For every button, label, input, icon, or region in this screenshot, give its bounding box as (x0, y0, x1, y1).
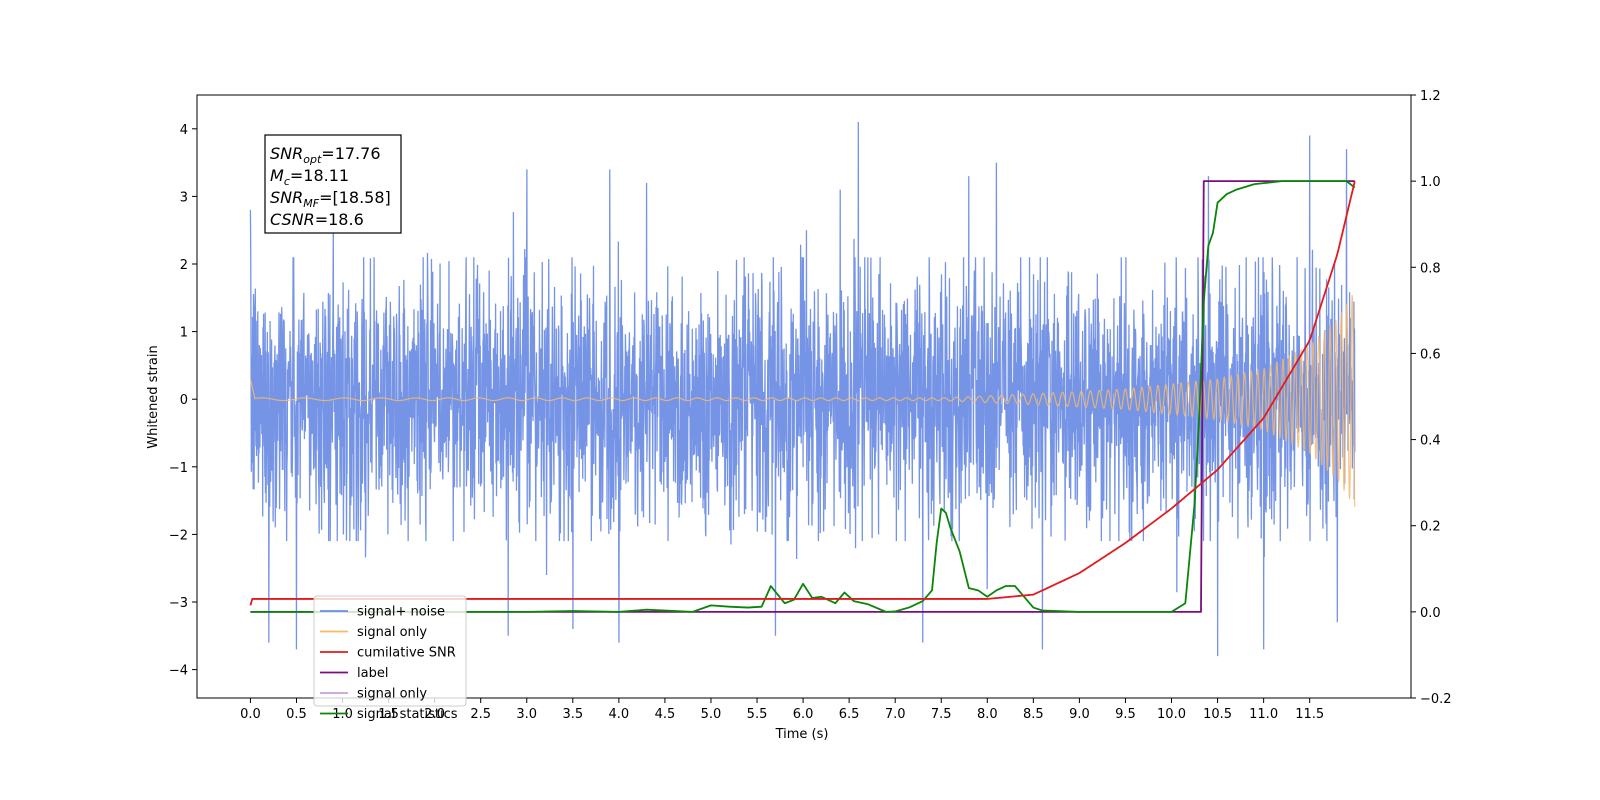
y-tick-label: 2 (180, 258, 188, 273)
info-base: CSNR (270, 210, 315, 229)
y-tick-label: −3 (169, 596, 188, 611)
x-tick-label: 0.5 (286, 707, 307, 722)
x-tick-label: 11.5 (1295, 707, 1324, 722)
y2-tick-label: 0.4 (1420, 434, 1441, 449)
info-sub: MF (303, 197, 319, 210)
info-base: SNR (270, 188, 303, 207)
info-rest: =18.6 (315, 210, 364, 229)
series-signal-statistics (250, 180, 1356, 613)
legend-frame (313, 595, 467, 707)
y2-tick-label: 0.6 (1420, 347, 1441, 362)
y-tick-label: 4 (180, 123, 188, 138)
x-tick-label: 3.0 (516, 707, 537, 722)
info-sub: opt (303, 153, 322, 166)
info-box-line: SNRMF=[18.58] (270, 188, 391, 210)
x-tick-label: 9.0 (1069, 707, 1090, 722)
info-rest: =18.11 (290, 166, 349, 185)
x-tick-label: 6.0 (793, 707, 814, 722)
x-tick-label: 1.0 (332, 707, 353, 722)
x-tick-label: 8.5 (1023, 707, 1044, 722)
x-tick-label: 4.0 (609, 707, 630, 722)
x-tick-label: 5.5 (747, 707, 768, 722)
x-tick-label: 9.5 (1115, 707, 1136, 722)
y2-tick-label: 1.0 (1420, 175, 1441, 190)
x-tick-label: 8.0 (977, 707, 998, 722)
x-tick-label: 0.0 (240, 707, 261, 722)
y-tick-label: 0 (180, 393, 188, 408)
series-signal-noise (249, 122, 1356, 657)
y2-tick-label: 0.0 (1420, 606, 1441, 621)
x-tick-label: 10.5 (1203, 707, 1232, 722)
x-tick-label: 2.0 (424, 707, 445, 722)
legend-item-label[interactable]: label (357, 666, 388, 681)
info-base: SNR (270, 144, 303, 163)
y2-tick-label: 1.2 (1420, 89, 1441, 104)
y2-tick-label: −0.2 (1420, 692, 1452, 707)
legend[interactable]: signal+ noise signal only cumilative SNR la… (313, 595, 467, 722)
x-tick-label: 1.5 (378, 707, 399, 722)
y-tick-label: 3 (180, 190, 188, 205)
info-box-line: CSNR=18.6 (270, 210, 364, 229)
info-rest: =[18.58] (319, 188, 391, 207)
y-tick-label: −1 (169, 461, 188, 476)
x-tick-label: 10.0 (1157, 707, 1186, 722)
legend-item-label[interactable]: signal only (357, 687, 427, 702)
x-tick-label: 6.5 (839, 707, 860, 722)
x-tick-label: 7.0 (885, 707, 906, 722)
x-tick-label: 2.5 (470, 707, 491, 722)
x-tick-label: 7.5 (931, 707, 952, 722)
x-axis-label: Time (s) (775, 727, 829, 742)
y-tick-label: −2 (169, 528, 188, 543)
y-tick-label: 1 (180, 326, 188, 341)
info-sub: c (284, 175, 290, 188)
plot-frame (196, 94, 1412, 699)
x-tick-label: 3.5 (562, 707, 583, 722)
y2-tick-label: 0.8 (1420, 261, 1441, 276)
x-tick-label: 5.0 (701, 707, 722, 722)
legend-item-label[interactable]: cumilative SNR (357, 646, 456, 661)
ticks-layer: 0.0 0.5 1.0 1.5 2.0 2.5 3.0 3.5 4.0 4.5 5.0 5.5 6.0 6… (169, 89, 1452, 722)
y-tick-label: −4 (169, 664, 188, 679)
info-box: SNRopt=17.76Mc=18.11SNRMF=[18.58]CSNR=18… (264, 134, 402, 234)
x-tick-label: 4.5 (655, 707, 676, 722)
x-tick-label: 11.0 (1249, 707, 1278, 722)
info-box-line: Mc=18.11 (270, 166, 349, 188)
series-signal-only (249, 295, 1356, 507)
info-box-frame (264, 134, 402, 234)
info-rest: =17.76 (321, 144, 380, 163)
y-axis-label: Whitened strain (146, 345, 161, 448)
legend-item-label[interactable]: signal+ noise (357, 605, 445, 620)
series-layer (249, 122, 1356, 657)
info-box-line: SNRopt=17.76 (270, 144, 381, 166)
legend-item-label[interactable]: signal statistics (357, 707, 458, 722)
y2-tick-label: 0.2 (1420, 520, 1441, 535)
info-base: M (270, 166, 284, 185)
legend-item-label[interactable]: signal only (357, 625, 427, 640)
